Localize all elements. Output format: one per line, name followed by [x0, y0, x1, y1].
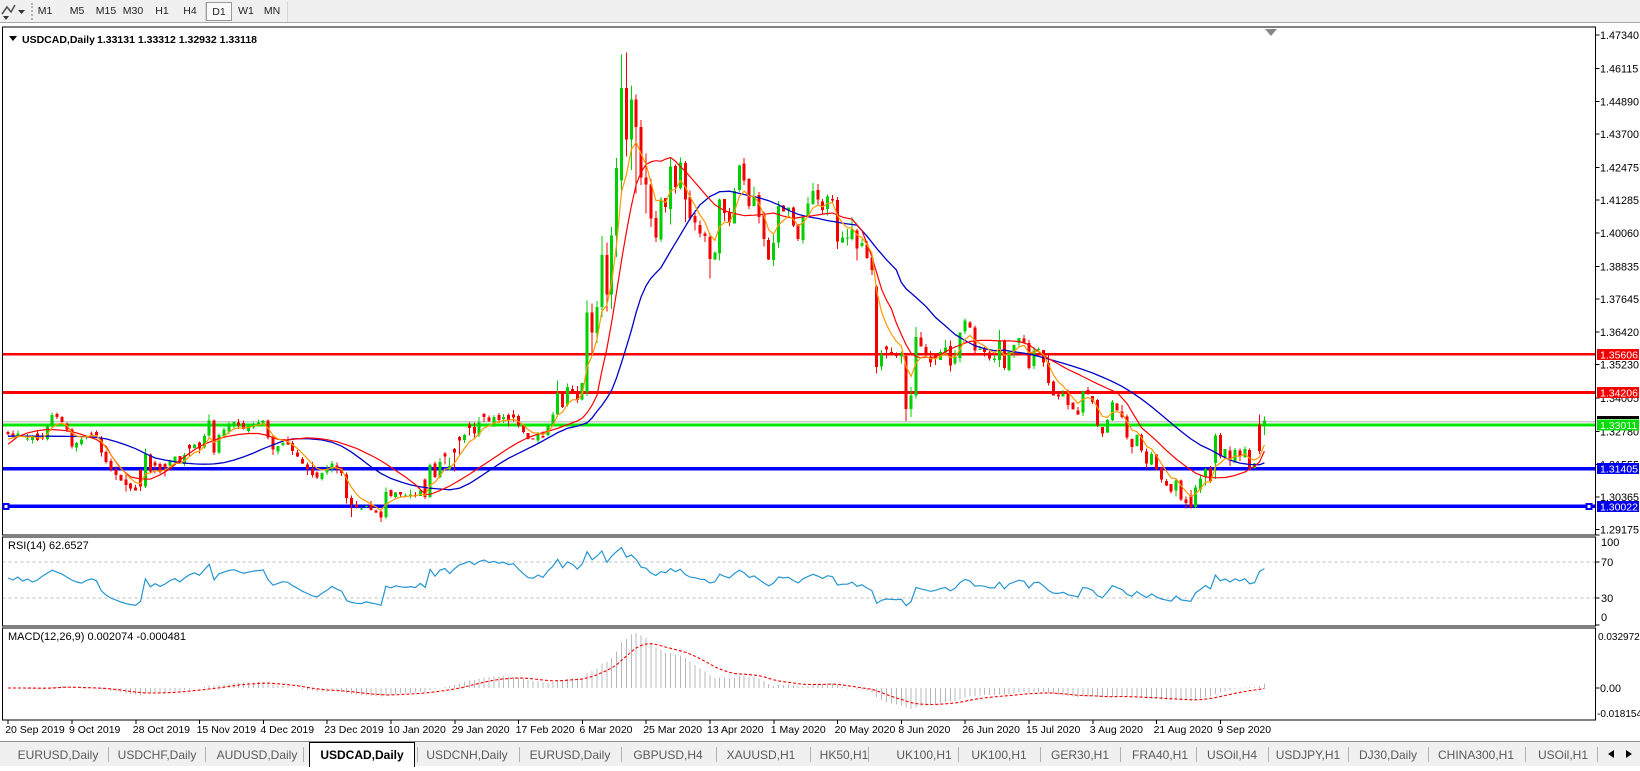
svg-text:13 Apr 2020: 13 Apr 2020 [707, 724, 764, 736]
svg-text:1.30022: 1.30022 [1600, 501, 1638, 513]
svg-text:1.29175: 1.29175 [1600, 524, 1639, 536]
svg-text:21 Aug 2020: 21 Aug 2020 [1154, 724, 1213, 736]
svg-text:-0.018154: -0.018154 [1597, 709, 1640, 720]
svg-text:9 Oct 2019: 9 Oct 2019 [69, 724, 121, 736]
svg-text:10 Jan 2020: 10 Jan 2020 [388, 724, 446, 736]
svg-text:0: 0 [1601, 612, 1607, 624]
svg-text:29 Jan 2020: 29 Jan 2020 [452, 724, 510, 736]
svg-text:1.33011: 1.33011 [1600, 420, 1637, 432]
svg-text:15 Jul 2020: 15 Jul 2020 [1026, 724, 1080, 736]
svg-text:1.42475: 1.42475 [1600, 162, 1639, 174]
svg-text:8 Jun 2020: 8 Jun 2020 [898, 724, 950, 736]
svg-text:3 Aug 2020: 3 Aug 2020 [1090, 724, 1143, 736]
svg-text:1.43700: 1.43700 [1600, 129, 1639, 141]
svg-text:6 Mar 2020: 6 Mar 2020 [579, 724, 632, 736]
svg-text:1.37645: 1.37645 [1600, 294, 1639, 306]
svg-text:MACD(12,26,9) 0.002074 -0.0004: MACD(12,26,9) 0.002074 -0.000481 [8, 631, 186, 643]
svg-text:1.41285: 1.41285 [1600, 195, 1639, 207]
svg-text:23 Dec 2019: 23 Dec 2019 [324, 724, 384, 736]
svg-text:1.40060: 1.40060 [1600, 228, 1639, 240]
svg-text:20 Sep 2019: 20 Sep 2019 [5, 724, 65, 736]
svg-text:70: 70 [1601, 557, 1613, 569]
svg-text:25 Mar 2020: 25 Mar 2020 [643, 724, 702, 736]
svg-text:1.46115: 1.46115 [1600, 63, 1638, 75]
svg-text:9 Sep 2020: 9 Sep 2020 [1217, 724, 1271, 736]
svg-text:1.31405: 1.31405 [1600, 464, 1638, 476]
svg-text:20 May 2020: 20 May 2020 [835, 724, 896, 736]
svg-text:4 Dec 2019: 4 Dec 2019 [260, 724, 314, 736]
svg-text:1 May 2020: 1 May 2020 [771, 724, 826, 736]
svg-text:1.47340: 1.47340 [1600, 30, 1639, 42]
svg-text:1.44890: 1.44890 [1600, 97, 1639, 109]
svg-text:1.36420: 1.36420 [1600, 327, 1639, 339]
svg-text:RSI(14) 62.6527: RSI(14) 62.6527 [8, 540, 89, 552]
svg-text:1.35230: 1.35230 [1600, 360, 1639, 372]
svg-text:1.34206: 1.34206 [1600, 388, 1638, 400]
svg-text:30: 30 [1601, 593, 1613, 605]
svg-text:26 Jun 2020: 26 Jun 2020 [962, 724, 1020, 736]
svg-text:USDCAD,Daily: USDCAD,Daily [22, 34, 95, 46]
svg-text:28 Oct 2019: 28 Oct 2019 [133, 724, 190, 736]
svg-text:17 Feb 2020: 17 Feb 2020 [516, 724, 575, 736]
svg-text:15 Nov 2019: 15 Nov 2019 [197, 724, 257, 736]
svg-text:0.032972: 0.032972 [1598, 632, 1640, 643]
svg-text:0.00: 0.00 [1600, 683, 1621, 695]
svg-text:1.35606: 1.35606 [1600, 349, 1638, 361]
svg-text:1.33131 1.33312 1.32932 1.3311: 1.33131 1.33312 1.32932 1.33118 [97, 34, 257, 46]
svg-text:1.38835: 1.38835 [1600, 262, 1639, 274]
svg-text:100: 100 [1601, 537, 1619, 549]
